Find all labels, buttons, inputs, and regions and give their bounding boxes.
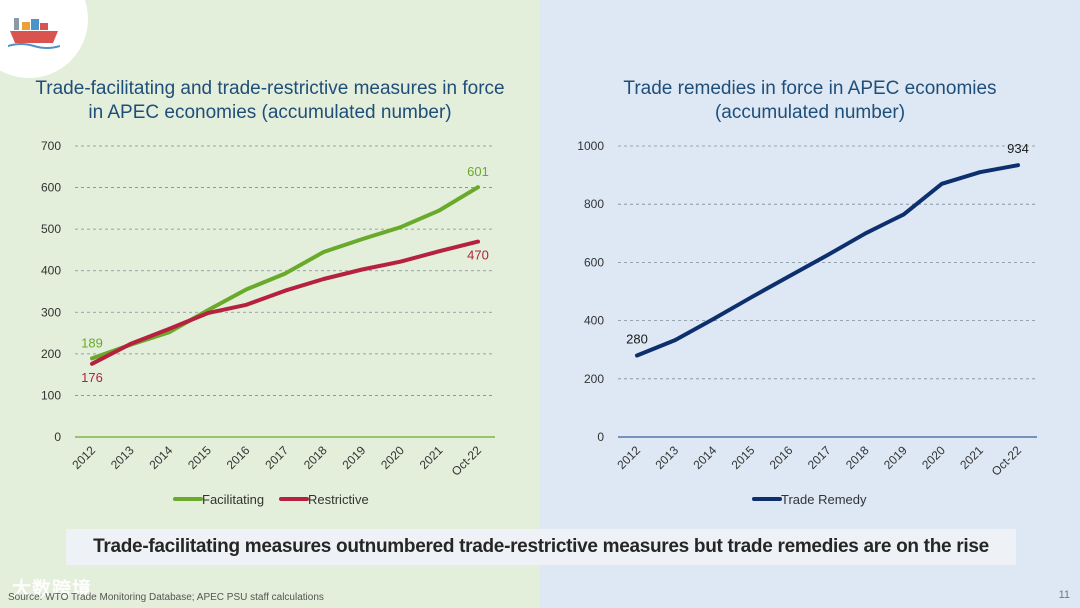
watermark: 大数跨境 [12,579,93,600]
y-tick-label: 200 [41,347,61,361]
x-tick-label: 2019 [881,443,910,472]
x-tick-label: Oct-22 [449,443,485,479]
x-tick-label: 2015 [729,443,758,472]
data-label: 189 [81,335,103,350]
y-tick-label: 400 [41,264,61,278]
page-number: 11 [1058,589,1070,601]
series-line-facilitating [90,185,480,361]
x-tick-label: 2021 [957,443,986,472]
x-tick-label: 2021 [417,443,446,472]
x-tick-label: 2012 [614,443,643,472]
data-label: 934 [1007,141,1029,156]
data-label: 470 [467,248,489,263]
right-panel [540,0,1080,608]
y-tick-label: 800 [584,197,604,211]
x-tick-label: 2015 [185,443,214,472]
data-label: 280 [626,332,648,347]
data-label: 601 [467,164,489,179]
y-tick-label: 600 [41,181,61,195]
series-line-trade-remedy [635,163,1020,358]
y-tick-label: 0 [597,430,604,444]
legend-label: Trade Remedy [781,492,867,507]
x-tick-label: 2017 [262,443,291,472]
x-tick-label: 2014 [147,443,176,472]
left-panel [0,0,540,608]
x-tick-label: Oct-22 [989,443,1025,479]
summary-banner: Trade-facilitating measures outnumbered … [66,529,1016,565]
y-tick-label: 0 [54,430,61,444]
y-tick-label: 300 [41,305,61,319]
y-tick-label: 1000 [577,139,604,153]
y-tick-label: 500 [41,222,61,236]
cargo-ship-icon [8,18,60,49]
x-tick-label: 2018 [843,443,872,472]
x-tick-label: 2017 [805,443,834,472]
legend-label: Restrictive [308,492,369,507]
y-tick-label: 200 [584,372,604,386]
x-tick-label: 2018 [301,443,330,472]
y-tick-label: 400 [584,314,604,328]
x-tick-label: 2020 [378,443,407,472]
x-tick-label: 2020 [919,443,948,472]
x-tick-label: 2019 [340,443,369,472]
x-tick-label: 2016 [767,443,796,472]
left-chart-title: Trade-facilitating and trade-restrictive… [35,78,505,123]
series-line-restrictive [90,239,480,366]
right-chart-title: Trade remedies in force in APEC economie… [623,78,997,123]
legend-label: Facilitating [202,492,264,507]
y-tick-label: 700 [41,139,61,153]
y-tick-label: 100 [41,388,61,402]
x-tick-label: 2013 [108,443,137,472]
x-tick-label: 2012 [69,443,98,472]
y-tick-label: 600 [584,255,604,269]
source-note: Source: WTO Trade Monitoring Database; A… [8,592,324,603]
x-tick-label: 2016 [224,443,253,472]
x-tick-label: 2014 [691,443,720,472]
x-tick-label: 2013 [652,443,681,472]
data-label: 176 [81,370,103,385]
